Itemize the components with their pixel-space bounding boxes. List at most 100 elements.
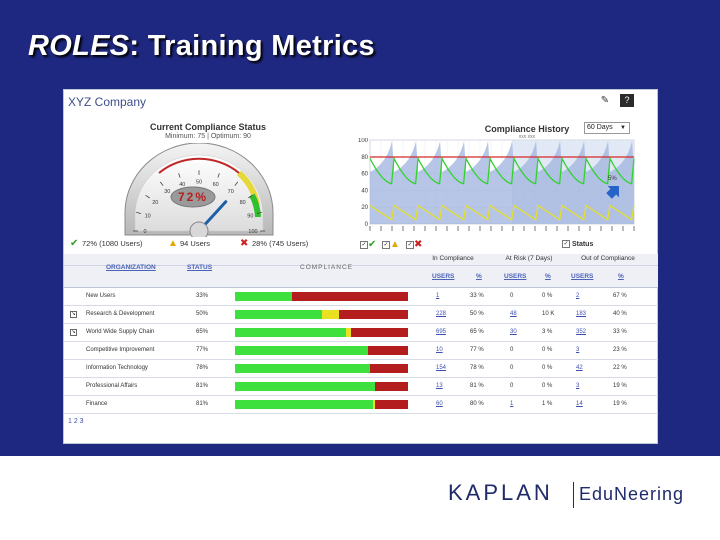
checkbox[interactable]: ✓: [406, 241, 414, 249]
in-users-cell[interactable]: 10: [436, 347, 443, 353]
history-y-tick-label: 80: [361, 155, 368, 161]
col-out-pct[interactable]: %: [618, 273, 624, 280]
table-row[interactable]: ↘ Research & Development 50% 228 50 % 48 10 K 1…: [64, 306, 658, 324]
eduneering-logo: EduNeering: [579, 484, 685, 504]
legend-in-compliance: ✔ 72% (1080 Users): [70, 239, 142, 249]
risk-pct-cell: 0 %: [542, 365, 553, 371]
history-x-ticks: [369, 226, 635, 231]
in-users-cell[interactable]: 695: [436, 329, 447, 335]
history-title: Compliance History: [484, 124, 570, 134]
history-x-tick: [534, 226, 536, 231]
col-in-users[interactable]: USERS: [432, 273, 455, 280]
gauge-tick: [136, 211, 142, 215]
history-x-tick: [567, 226, 569, 231]
edit-icon[interactable]: ✎: [600, 95, 610, 106]
gauge-value-plate: [170, 186, 216, 208]
gauge-red-band: [158, 157, 240, 174]
col-risk-pct[interactable]: %: [545, 273, 551, 280]
org-cell: Professional Affairs: [86, 383, 138, 389]
history-period-select[interactable]: 60 Days ▼: [584, 122, 630, 134]
risk-users-cell: 0: [510, 293, 514, 299]
legend-toggle-status[interactable]: ✓ Status: [562, 240, 593, 248]
table-row[interactable]: Information Technology 78% 154 78 % 0 0 % 42 22…: [64, 360, 658, 378]
col-organization[interactable]: ORGANIZATION: [106, 264, 156, 271]
status-cell: 50%: [196, 311, 209, 317]
legend-toggle-out[interactable]: ✓✖: [406, 240, 426, 250]
col-risk-users[interactable]: USERS: [504, 273, 527, 280]
history-x-tick: [446, 226, 448, 231]
org-cell: World Wide Supply Chain: [86, 329, 155, 335]
risk-pct-cell: 0 %: [542, 293, 553, 299]
col-in-pct[interactable]: %: [476, 273, 482, 280]
compliance-status-panel: Current Compliance Status Minimum: 75 | …: [64, 116, 352, 254]
history-x-tick: [435, 226, 437, 231]
history-badge: 5%: [608, 176, 617, 182]
out-users-cell[interactable]: 42: [576, 365, 583, 371]
history-y-tick-label: 20: [361, 205, 368, 211]
compliance-bar-red: [368, 346, 408, 355]
out-users-cell[interactable]: 352: [576, 329, 587, 335]
history-y-tick-label: 0: [365, 222, 369, 228]
compliance-bar-red: [375, 382, 408, 391]
history-x-tick: [391, 226, 393, 231]
history-x-tick: [600, 226, 602, 231]
in-pct-cell: 81 %: [470, 383, 484, 389]
warning-icon: ▲: [390, 239, 400, 250]
col-status[interactable]: STATUS: [187, 264, 213, 271]
history-x-tick: [468, 226, 470, 231]
slide-title-roles: ROLES: [28, 30, 130, 62]
table-row[interactable]: Professional Affairs 81% 13 81 % 0 0 % 3 19 %: [64, 378, 658, 396]
compliance-bar-green: [235, 292, 293, 301]
history-total-series: [370, 140, 634, 224]
history-x-tick: [578, 226, 580, 231]
drilldown-icon[interactable]: ↘: [70, 311, 77, 318]
help-button[interactable]: ?: [620, 94, 634, 107]
history-y-ticks: 100 80 60 40 20 0: [358, 138, 369, 228]
risk-users-cell: 0: [510, 383, 514, 389]
pagination[interactable]: 1 2 3: [68, 418, 84, 425]
col-out-users[interactable]: USERS: [571, 273, 594, 280]
gauge-tick: [234, 181, 239, 186]
checkbox[interactable]: ✓: [360, 241, 368, 249]
table-row[interactable]: New Users 33% 1 33 % 0 0 % 2 67 %: [64, 288, 658, 306]
risk-pct-cell: 0 %: [542, 347, 553, 353]
error-icon: ✖: [414, 239, 423, 250]
table-row[interactable]: Finance 81% 60 80 % 1 1 % 14 19 %: [64, 396, 658, 414]
status-cell: 78%: [196, 365, 209, 371]
in-users-cell[interactable]: 13: [436, 383, 443, 389]
drilldown-icon[interactable]: ↘: [70, 329, 77, 336]
in-users-cell[interactable]: 60: [436, 401, 443, 407]
table-row[interactable]: Competitive Improvement 77% 10 77 % 0 0 % 3 23 …: [64, 342, 658, 360]
checkbox[interactable]: ✓: [382, 241, 390, 249]
col-compliance: COMPLIANCE: [300, 264, 353, 271]
table-row[interactable]: ↘ World Wide Supply Chain 65% 695 65 % 30 3 % 3…: [64, 324, 658, 342]
risk-users-cell[interactable]: 48: [510, 311, 517, 317]
out-pct-cell: 19 %: [613, 383, 627, 389]
out-users-cell[interactable]: 183: [576, 311, 587, 317]
history-x-tick: [479, 226, 481, 231]
compliance-bar: [235, 382, 408, 391]
group-at-risk: At Risk (7 Days): [505, 255, 553, 262]
compliance-bar: [235, 328, 408, 337]
legend-toggle-compliance[interactable]: ✓✔: [360, 240, 380, 250]
compliance-bar-red: [292, 292, 408, 301]
history-x-tick: [622, 226, 624, 231]
out-users-cell[interactable]: 3: [576, 347, 580, 353]
out-users-cell[interactable]: 14: [576, 401, 583, 407]
legend-toggle-risk[interactable]: ✓▲: [382, 240, 402, 250]
checkbox[interactable]: ✓: [562, 240, 570, 248]
history-x-tick: [402, 226, 404, 231]
legend-at-risk-label: 94 Users: [180, 239, 211, 248]
in-users-cell[interactable]: 154: [436, 365, 447, 371]
risk-users-cell[interactable]: 1: [510, 401, 514, 407]
in-users-cell[interactable]: 228: [436, 311, 447, 317]
risk-users-cell[interactable]: 30: [510, 329, 517, 335]
status-cell: 33%: [196, 293, 209, 299]
history-subtitle: xxx xxx: [518, 134, 536, 140]
out-users-cell[interactable]: 2: [576, 293, 580, 299]
out-users-cell[interactable]: 3: [576, 383, 580, 389]
in-users-cell[interactable]: 1: [436, 293, 440, 299]
legend-at-risk: ▲ 94 Users: [168, 239, 210, 249]
history-x-tick: [556, 226, 558, 231]
compliance-history-panel: Compliance History xxx xxx 60 Days ▼ 100 8…: [352, 116, 658, 254]
